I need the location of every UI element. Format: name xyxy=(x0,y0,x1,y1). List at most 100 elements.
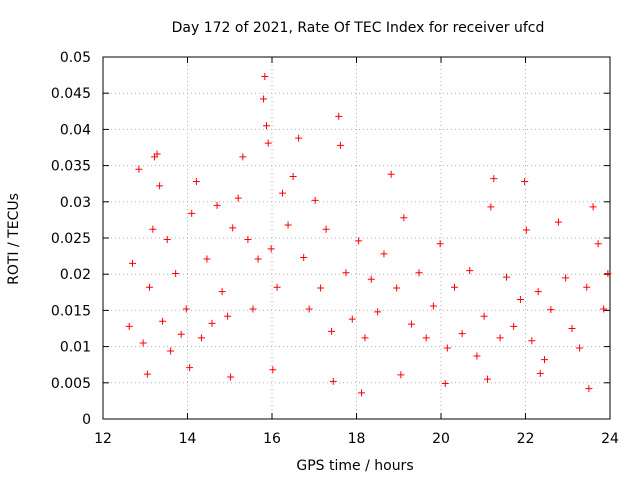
y-tick-label: 0.03 xyxy=(60,195,91,211)
data-point xyxy=(182,305,190,313)
data-point xyxy=(159,317,167,325)
data-point xyxy=(422,334,430,342)
data-point xyxy=(263,122,271,130)
data-point xyxy=(143,370,151,378)
x-tick-label: 18 xyxy=(348,431,366,447)
data-point xyxy=(583,283,591,291)
data-point xyxy=(224,312,232,320)
data-point xyxy=(192,178,200,186)
data-point xyxy=(139,339,147,347)
data-point xyxy=(600,305,608,313)
data-point xyxy=(589,203,597,211)
y-axis-ticks: 0 0.005 0.01 0.015 0.02 0.025 0.03 0.035 0.04 0.0… xyxy=(51,50,610,428)
data-point xyxy=(554,218,562,226)
x-axis-title: GPS time / hours xyxy=(296,458,413,474)
data-point xyxy=(516,296,524,304)
data-point xyxy=(547,306,555,314)
data-point xyxy=(163,235,171,243)
data-point xyxy=(269,366,277,374)
x-tick-label: 24 xyxy=(601,431,619,447)
data-point xyxy=(387,170,395,178)
data-point xyxy=(541,356,549,364)
data-point xyxy=(213,201,221,209)
data-point xyxy=(528,337,536,345)
data-point xyxy=(273,283,281,291)
y-tick-label: 0 xyxy=(82,412,91,428)
data-point xyxy=(300,254,308,262)
data-point xyxy=(480,312,488,320)
data-point xyxy=(576,344,584,352)
data-point xyxy=(135,165,143,173)
chart-title: Day 172 of 2021, Rate Of TEC Index for r… xyxy=(172,20,545,36)
data-point xyxy=(149,225,157,233)
y-tick-label: 0.04 xyxy=(60,122,91,138)
data-point xyxy=(594,240,602,248)
data-point xyxy=(393,284,401,292)
data-point xyxy=(522,226,530,234)
data-points xyxy=(125,73,612,397)
y-tick-label: 0.045 xyxy=(51,86,91,102)
data-point xyxy=(536,369,544,377)
data-point xyxy=(443,344,451,352)
data-point xyxy=(415,269,423,277)
data-point xyxy=(227,373,235,381)
data-point xyxy=(295,134,303,142)
data-point xyxy=(172,269,180,277)
data-point xyxy=(436,240,444,248)
x-tick-label: 20 xyxy=(432,431,450,447)
data-point xyxy=(400,214,408,222)
data-point xyxy=(335,112,343,120)
data-point xyxy=(279,189,287,197)
data-point xyxy=(585,385,593,393)
data-point xyxy=(322,225,330,233)
data-point xyxy=(177,330,185,338)
data-point xyxy=(244,235,252,243)
y-tick-label: 0.005 xyxy=(51,376,91,392)
data-point xyxy=(458,330,466,338)
data-point xyxy=(490,175,498,183)
data-point xyxy=(289,172,297,180)
x-tick-label: 14 xyxy=(179,431,197,447)
data-point xyxy=(129,259,137,267)
data-point xyxy=(521,178,529,186)
data-point xyxy=(267,245,275,253)
data-point xyxy=(367,275,375,283)
data-point xyxy=(156,182,164,190)
data-point xyxy=(328,327,336,335)
data-point xyxy=(604,269,612,277)
data-point xyxy=(568,325,576,332)
y-tick-label: 0.01 xyxy=(60,340,91,356)
data-point xyxy=(284,221,292,229)
data-point xyxy=(186,364,194,372)
x-axis-ticks: 12 14 16 18 20 22 24 xyxy=(94,57,619,447)
data-point xyxy=(203,255,211,263)
data-point xyxy=(496,334,504,342)
y-axis-title: ROTI / TECUs xyxy=(6,193,22,285)
data-point xyxy=(197,334,205,342)
data-point xyxy=(329,377,337,385)
data-point xyxy=(260,95,268,103)
data-point xyxy=(153,150,161,158)
data-point xyxy=(361,334,369,342)
data-point xyxy=(208,319,216,327)
data-point xyxy=(441,380,449,388)
data-point xyxy=(487,203,495,211)
data-point xyxy=(348,315,356,323)
data-point xyxy=(451,283,459,291)
data-point xyxy=(317,284,325,292)
y-tick-label: 0.015 xyxy=(51,303,91,319)
data-point xyxy=(167,347,175,355)
x-tick-label: 16 xyxy=(263,431,281,447)
data-point xyxy=(249,305,257,313)
data-point xyxy=(125,322,133,330)
data-point xyxy=(534,288,542,296)
grid-lines xyxy=(103,57,610,419)
data-point xyxy=(374,308,382,316)
y-tick-label: 0.02 xyxy=(60,267,91,283)
x-tick-label: 22 xyxy=(517,431,535,447)
data-point xyxy=(239,153,247,161)
data-point xyxy=(358,389,366,397)
y-tick-label: 0.035 xyxy=(51,159,91,175)
data-point xyxy=(342,269,350,277)
